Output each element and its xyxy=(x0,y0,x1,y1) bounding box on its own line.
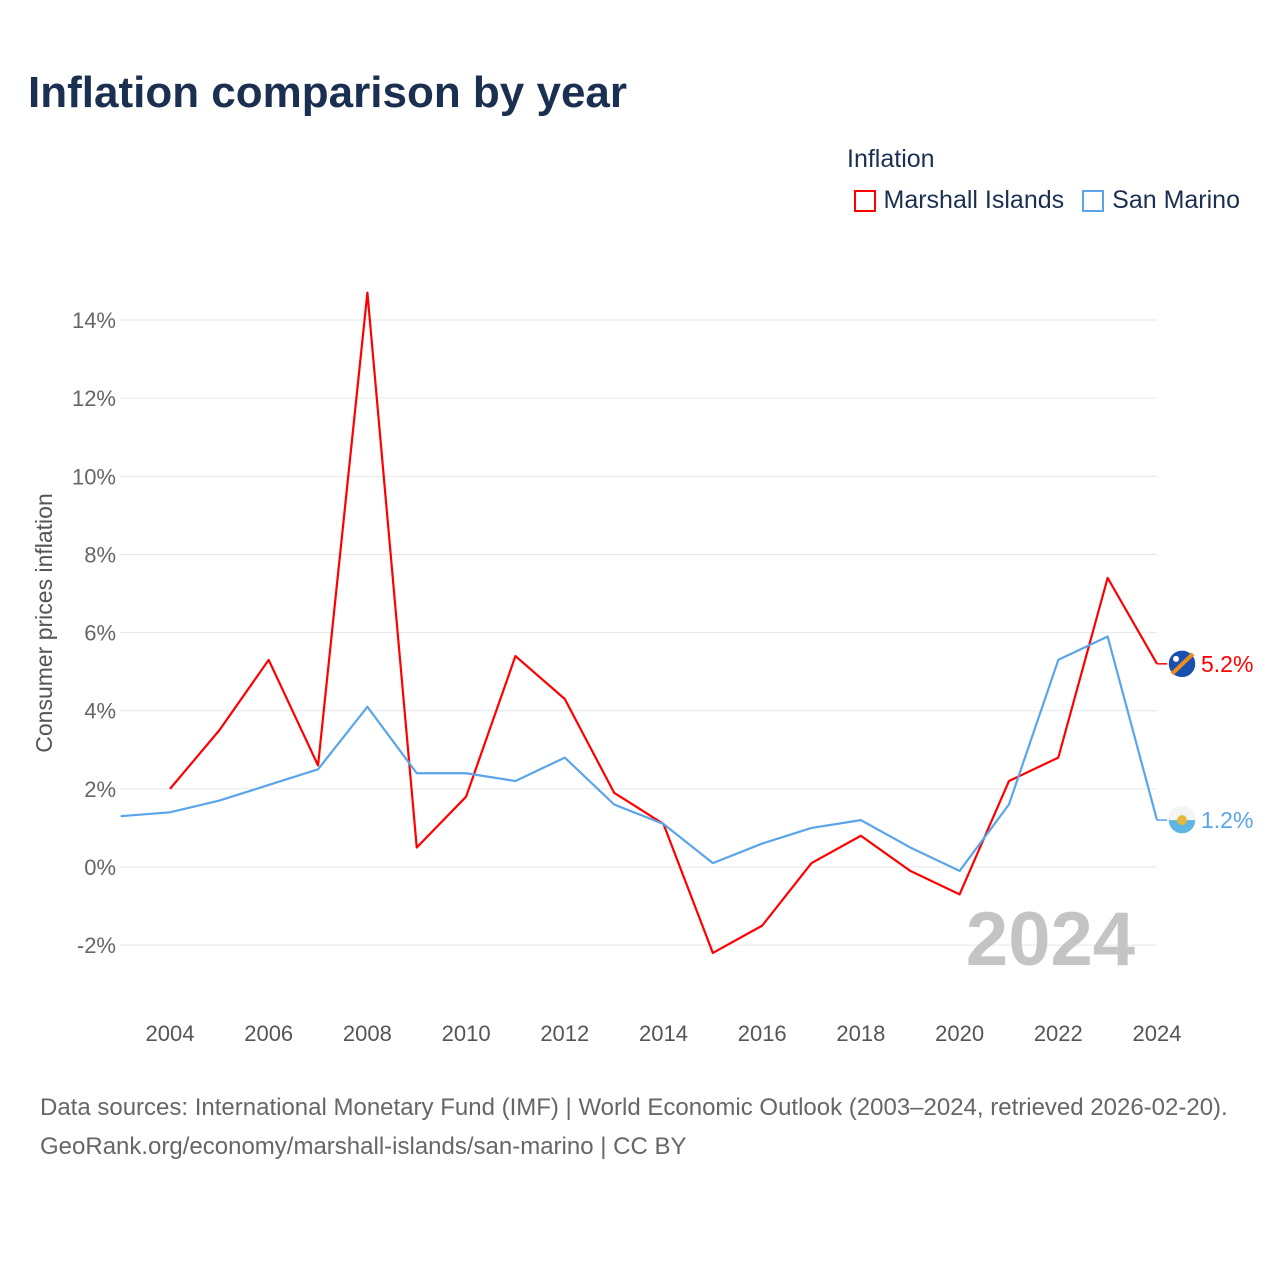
series-line-marshall-islands xyxy=(169,291,1158,955)
y-tick-label: 12% xyxy=(72,386,116,411)
data-sources: Data sources: International Monetary Fun… xyxy=(40,1094,1228,1121)
y-tick-label: 14% xyxy=(72,308,116,333)
y-tick-label: 8% xyxy=(84,542,116,567)
legend-item-marshall-islands[interactable]: Marshall Islands xyxy=(853,186,1065,215)
x-tick-label: 2022 xyxy=(1034,1021,1083,1046)
legend-label: Marshall Islands xyxy=(883,186,1065,214)
series-line-san-marino xyxy=(120,635,1159,873)
x-tick-label: 2010 xyxy=(442,1021,491,1046)
x-tick-label: 2024 xyxy=(1133,1021,1182,1046)
x-tick-label: 2006 xyxy=(244,1021,293,1046)
source-link[interactable]: GeoRank.org/economy/marshall-islands/san… xyxy=(40,1133,687,1160)
end-value-label: 5.2% xyxy=(1201,651,1253,677)
y-tick-label: -2% xyxy=(77,933,116,958)
y-tick-label: 2% xyxy=(84,777,116,802)
flag-star xyxy=(1173,655,1179,662)
x-tick-label: 2012 xyxy=(540,1021,589,1046)
x-tick-label: 2016 xyxy=(738,1021,787,1046)
flag-emblem xyxy=(1177,815,1187,826)
flag-stripe xyxy=(1170,652,1195,676)
legend-swatch xyxy=(1082,189,1105,212)
y-axis-label: Consumer prices inflation xyxy=(31,493,57,753)
legend-label: San Marino xyxy=(1112,186,1240,214)
y-tick-label: 4% xyxy=(84,699,116,724)
flag-white-half xyxy=(1168,806,1196,821)
y-tick-label: 6% xyxy=(84,621,116,646)
year-watermark: 2024 xyxy=(966,897,1135,982)
x-tick-label: 2008 xyxy=(343,1021,392,1046)
y-tick-label: 0% xyxy=(84,855,116,880)
x-tick-label: 2020 xyxy=(935,1021,984,1046)
end-value-label: 1.2% xyxy=(1201,807,1253,833)
legend-title: Inflation xyxy=(847,145,935,173)
y-tick-label: 10% xyxy=(72,464,116,489)
footer: Data sources: International Monetary Fun… xyxy=(40,1088,1250,1166)
legend: Marshall Islands San Marino xyxy=(853,186,1240,215)
chart-title: Inflation comparison by year xyxy=(28,68,628,117)
x-tick-label: 2018 xyxy=(836,1021,885,1046)
legend-item-san-marino[interactable]: San Marino xyxy=(1082,186,1240,215)
x-tick-label: 2004 xyxy=(146,1021,195,1046)
legend-swatch xyxy=(853,189,876,212)
x-tick-label: 2014 xyxy=(639,1021,688,1046)
